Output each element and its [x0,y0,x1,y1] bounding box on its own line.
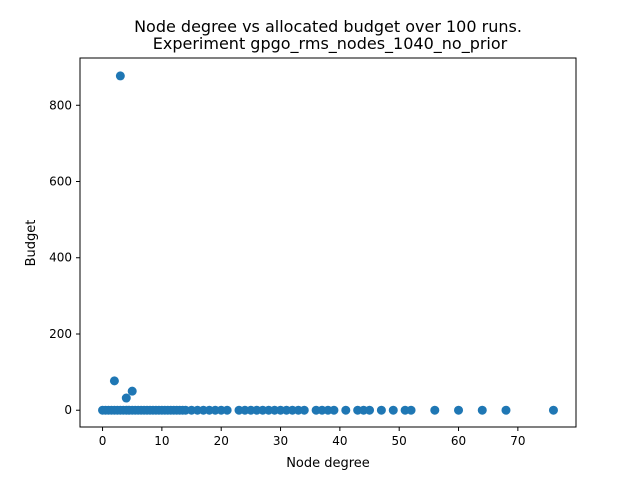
data-point [299,405,309,415]
data-point [501,405,511,415]
data-point [121,393,131,403]
x-tick-label: 30 [273,434,288,448]
x-tick-label: 70 [510,434,525,448]
x-tick-label: 60 [451,434,466,448]
x-axis-label: Node degree [286,456,370,471]
y-tick-label: 800 [49,98,72,112]
data-point [329,405,339,415]
x-tick-label: 40 [332,434,347,448]
y-axis-ticks: 0 200 400 600 800 [49,98,80,417]
chart-title: Node degree vs allocated budget over 100… [134,17,522,36]
data-point [477,405,487,415]
data-point [548,405,558,415]
plot-points [98,71,558,415]
y-tick-label: 400 [49,251,72,265]
y-tick-label: 200 [49,327,72,341]
x-tick-label: 50 [392,434,407,448]
data-point [109,376,119,386]
y-tick-label: 600 [49,175,72,189]
x-tick-label: 20 [214,434,229,448]
data-point [222,405,232,415]
x-tick-label: 0 [99,434,107,448]
data-point [430,405,440,415]
data-point [406,405,416,415]
data-point [388,405,398,415]
data-point [454,405,464,415]
data-point [341,405,351,415]
x-axis-ticks: 0 10 20 30 40 50 60 70 [99,427,525,448]
y-tick-label: 0 [64,403,72,417]
chart-subtitle: Experiment gpgo_rms_nodes_1040_no_prior [153,34,508,54]
data-point [365,405,375,415]
data-point [115,71,125,81]
data-point [127,386,137,396]
x-tick-label: 10 [154,434,169,448]
data-point [376,405,386,415]
plot-frame [79,57,577,428]
y-axis-label: Budget [24,220,39,267]
